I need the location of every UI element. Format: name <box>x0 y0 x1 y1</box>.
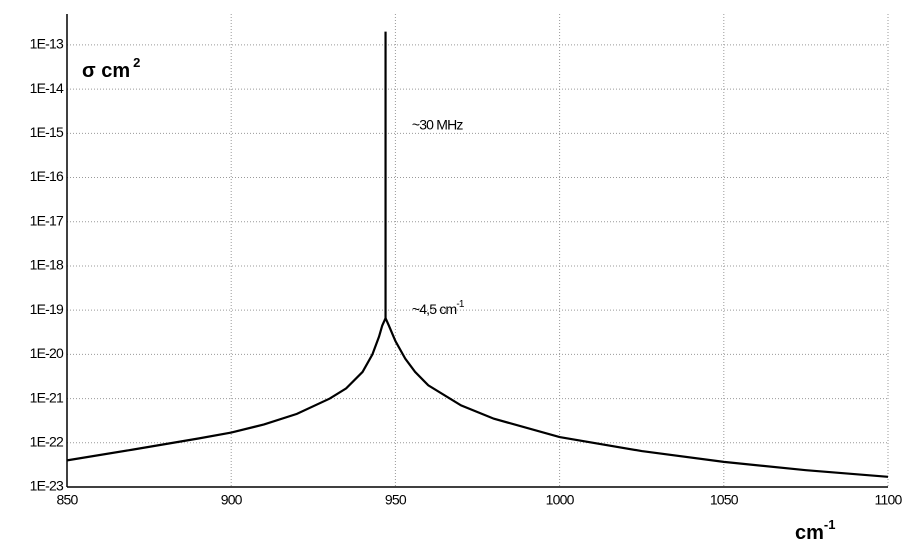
y-tick-label: 1E-14 <box>30 80 64 96</box>
y-tick-label: 1E-19 <box>30 301 64 317</box>
x-label-sup: -1 <box>824 517 836 532</box>
x-tick-label: 850 <box>57 492 79 508</box>
y-tick-label: 1E-22 <box>30 433 64 449</box>
annotation: ~4,5 cm-1 <box>412 299 465 317</box>
y-tick-label: 1E-13 <box>30 36 64 52</box>
annotation: ~30 MHz <box>412 116 464 132</box>
y-tick-label: 1E-17 <box>30 212 64 228</box>
y-tick-label: 1E-23 <box>30 478 64 494</box>
annotation-sup: -1 <box>456 299 465 310</box>
x-label-text: cm <box>795 522 824 544</box>
line <box>66 315 889 478</box>
y-axis-label: σ cm 2 <box>82 55 140 82</box>
x-axis-label: cm-1 <box>795 517 835 544</box>
y-tick-label: 1E-16 <box>30 168 64 184</box>
y-tick-label: 1E-20 <box>30 345 64 361</box>
x-tick-label: 900 <box>221 492 243 508</box>
x-tick-label: 1100 <box>875 492 903 508</box>
annotation-text: ~4,5 cm <box>412 301 457 317</box>
x-tick-label: 1050 <box>710 492 739 508</box>
x-tick-label: 950 <box>385 492 407 508</box>
y-tick-label: 1E-21 <box>30 389 64 405</box>
y-tick-label: 1E-15 <box>30 124 64 140</box>
annotation-text: ~30 MHz <box>412 116 464 132</box>
y-tick-label: 1E-18 <box>30 257 64 273</box>
y-label-sup: 2 <box>133 55 140 70</box>
y-label-text: σ cm <box>82 60 130 82</box>
x-tick-label: 1000 <box>546 492 575 508</box>
